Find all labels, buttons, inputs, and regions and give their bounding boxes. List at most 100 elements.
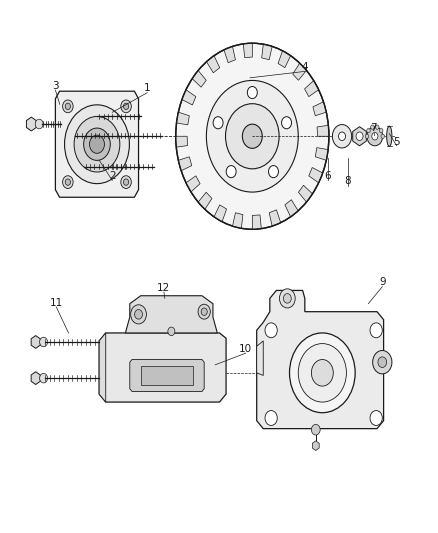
Polygon shape	[55, 91, 138, 197]
Circle shape	[65, 103, 71, 110]
Polygon shape	[99, 333, 226, 402]
Polygon shape	[31, 372, 40, 384]
Circle shape	[370, 125, 373, 130]
Circle shape	[265, 323, 277, 338]
Circle shape	[64, 105, 129, 184]
Polygon shape	[284, 200, 297, 217]
Circle shape	[65, 179, 71, 185]
Ellipse shape	[386, 126, 391, 147]
Circle shape	[175, 43, 328, 229]
Circle shape	[123, 179, 128, 185]
Polygon shape	[130, 360, 204, 391]
Polygon shape	[214, 205, 226, 222]
Circle shape	[212, 117, 223, 129]
Polygon shape	[256, 341, 263, 375]
Polygon shape	[352, 127, 366, 146]
Polygon shape	[312, 441, 318, 450]
Circle shape	[374, 125, 378, 130]
Circle shape	[134, 310, 142, 319]
Polygon shape	[268, 210, 280, 226]
Circle shape	[35, 119, 43, 129]
Polygon shape	[308, 167, 322, 183]
Circle shape	[338, 132, 345, 141]
Circle shape	[283, 294, 290, 303]
Text: 5: 5	[392, 136, 399, 147]
Text: 2: 2	[109, 171, 115, 181]
Circle shape	[378, 128, 382, 133]
Text: 3: 3	[52, 81, 59, 91]
Circle shape	[355, 132, 362, 141]
Polygon shape	[314, 148, 327, 160]
Circle shape	[225, 104, 279, 169]
Text: 8: 8	[344, 176, 350, 187]
Polygon shape	[312, 102, 325, 116]
Circle shape	[74, 116, 120, 172]
Circle shape	[289, 333, 354, 413]
Circle shape	[120, 176, 131, 189]
Polygon shape	[292, 63, 306, 80]
Text: 10: 10	[239, 344, 252, 354]
Circle shape	[226, 166, 236, 177]
Circle shape	[369, 323, 381, 338]
Text: 12: 12	[157, 283, 170, 293]
Text: 1: 1	[144, 83, 150, 93]
Polygon shape	[99, 333, 106, 402]
Circle shape	[364, 134, 368, 139]
Text: 7: 7	[369, 123, 376, 133]
Circle shape	[242, 124, 261, 148]
Circle shape	[311, 424, 319, 435]
Circle shape	[366, 127, 382, 146]
Polygon shape	[192, 70, 206, 87]
Circle shape	[84, 128, 110, 160]
Polygon shape	[243, 43, 252, 58]
Polygon shape	[232, 213, 242, 228]
Circle shape	[39, 373, 47, 383]
Polygon shape	[175, 136, 187, 147]
Circle shape	[377, 357, 386, 368]
Polygon shape	[256, 290, 383, 429]
Circle shape	[120, 100, 131, 113]
Circle shape	[39, 337, 47, 347]
Polygon shape	[176, 112, 189, 125]
Circle shape	[372, 351, 391, 374]
Circle shape	[279, 289, 294, 308]
Polygon shape	[141, 367, 193, 384]
Circle shape	[123, 103, 128, 110]
Polygon shape	[316, 125, 328, 136]
Circle shape	[247, 86, 257, 99]
Text: 6: 6	[324, 171, 331, 181]
Circle shape	[268, 166, 278, 177]
Circle shape	[366, 128, 369, 133]
Polygon shape	[261, 44, 272, 60]
Polygon shape	[277, 51, 290, 68]
Circle shape	[371, 133, 377, 140]
Circle shape	[380, 134, 384, 139]
Circle shape	[63, 100, 73, 113]
Circle shape	[297, 344, 346, 402]
Circle shape	[89, 135, 104, 154]
Text: 9: 9	[378, 278, 385, 287]
Circle shape	[206, 80, 297, 192]
Circle shape	[265, 410, 277, 425]
Polygon shape	[304, 80, 318, 96]
Circle shape	[201, 308, 207, 316]
Circle shape	[311, 360, 332, 386]
Circle shape	[131, 305, 146, 324]
Circle shape	[167, 327, 174, 336]
Polygon shape	[223, 46, 235, 63]
Polygon shape	[31, 336, 40, 349]
Polygon shape	[298, 185, 312, 202]
Circle shape	[369, 410, 381, 425]
Polygon shape	[178, 157, 191, 171]
Circle shape	[198, 304, 210, 319]
Circle shape	[281, 117, 291, 129]
Text: 4: 4	[301, 62, 307, 72]
Polygon shape	[198, 192, 212, 209]
Polygon shape	[181, 90, 195, 105]
Polygon shape	[125, 296, 217, 333]
Polygon shape	[206, 55, 219, 73]
Polygon shape	[252, 215, 261, 229]
Polygon shape	[26, 117, 36, 131]
Text: 11: 11	[49, 297, 63, 308]
Circle shape	[63, 176, 73, 189]
